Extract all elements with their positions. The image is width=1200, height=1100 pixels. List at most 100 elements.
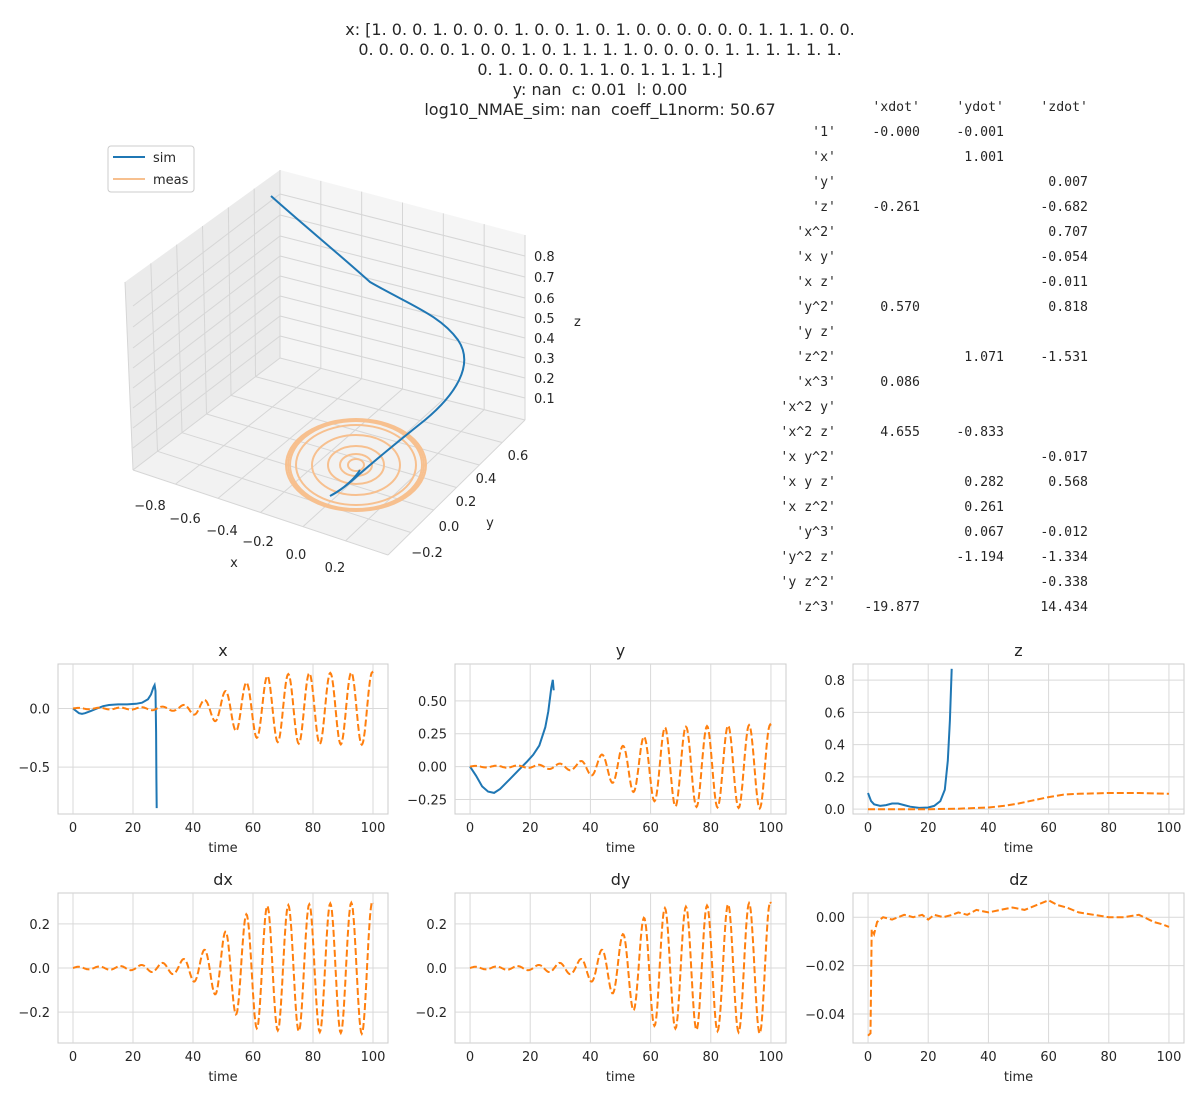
- subplot-z: 0 20 40 60 80 100 0.0 0.2 0.4 0.6 0.8 z time: [824, 641, 1185, 856]
- coef-column-header: 'xdot': [872, 100, 920, 115]
- x-tick-label: 20: [125, 821, 142, 836]
- x-axis-label: time: [208, 841, 237, 856]
- y-tick-label: 0.0: [824, 803, 845, 818]
- grid-line: [279, 335, 526, 399]
- y-axis-label: y: [486, 516, 494, 531]
- x-tick-label: 20: [125, 1050, 142, 1065]
- subplot-y: 0 20 40 60 80 100 −0.25 0.00 0.25 0.50 y time: [407, 641, 787, 856]
- grid-line: [227, 207, 232, 396]
- z-tick-label: 0.7: [534, 271, 555, 286]
- title-line: 0. 0. 0. 0. 0. 1. 0. 0. 1. 0. 1. 1. 1. 1…: [358, 40, 842, 59]
- coef-value: 1.071: [964, 350, 1004, 365]
- x-tick-label: 60: [642, 1050, 659, 1065]
- x-tick-label: 0: [69, 821, 77, 836]
- coef-term-label: 'x y': [796, 250, 836, 265]
- coef-term-label: 'z^3': [796, 600, 836, 615]
- grid-line: [279, 315, 526, 379]
- meas-trajectory-ring: [311, 434, 401, 496]
- grid-line: [132, 235, 281, 349]
- coef-value: -0.338: [1040, 575, 1088, 590]
- x-tick-label: 0: [466, 1050, 474, 1065]
- series-meas-line: [867, 899, 1170, 1037]
- y-tick-label: 0.50: [418, 695, 447, 710]
- title-line: y: nan c: 0.01 l: 0.00: [512, 80, 688, 99]
- x-tick-label: 0: [864, 1050, 872, 1065]
- subplot-title: dy: [611, 870, 631, 889]
- coef-value: -1.531: [1040, 350, 1088, 365]
- grid-line: [255, 376, 503, 443]
- x-tick-label: 80: [305, 821, 322, 836]
- coef-value: -0.017: [1040, 450, 1088, 465]
- y-tick-label: −0.2: [415, 1006, 447, 1021]
- y-tick-label: 0.0: [439, 520, 460, 535]
- coef-term-label: 'x^2 z': [780, 425, 836, 440]
- y-tick-label: −0.2: [18, 1006, 50, 1021]
- x-tick-label: 100: [361, 821, 386, 836]
- plot-3d: −0.8−0.6 −0.4 −0.2 0.0 0.2 x −0.2 0.0 0.2 0.4 0.6 y…: [107, 145, 581, 576]
- y-tick-label: −0.5: [18, 761, 50, 776]
- x-tick-label: −0.4: [206, 524, 238, 539]
- series-meas-line: [72, 899, 374, 1037]
- y-tick-label: −0.02: [805, 960, 845, 975]
- grid-line: [176, 244, 183, 433]
- x-axis-label: time: [606, 1070, 635, 1085]
- subplot-dz: 0 20 40 60 80 100 −0.04 −0.02 0.00 dz time: [805, 870, 1185, 1085]
- grid-line: [202, 225, 207, 415]
- coef-term-label: 'y^2 z': [780, 550, 836, 565]
- subplot-dy: 0 20 40 60 80 100 −0.2 0.0 0.2 dy time: [415, 870, 787, 1085]
- coef-term-label: 'x y z': [780, 475, 836, 490]
- x-tick-label: 80: [305, 1050, 322, 1065]
- plot-frame: [57, 663, 389, 815]
- subplot-dx: 0 20 40 60 80 100 −0.2 0.0 0.2 dx time: [18, 870, 389, 1085]
- subplot-title: x: [218, 641, 227, 660]
- x-tick-label: 80: [702, 821, 719, 836]
- grid-line: [132, 295, 281, 409]
- coef-term-label: 'y': [812, 175, 836, 190]
- x-tick-label: 20: [522, 821, 539, 836]
- coef-value: 0.007: [1048, 175, 1088, 190]
- x-tick-label: 80: [1100, 821, 1117, 836]
- coef-term-label: '1': [812, 125, 836, 140]
- grid-line: [387, 419, 526, 556]
- grid-line: [132, 193, 281, 307]
- series-sim-line: [72, 681, 158, 809]
- sim-trajectory: [270, 195, 466, 497]
- x-tick-label: 60: [245, 1050, 262, 1065]
- coef-term-label: 'y^3': [796, 525, 836, 540]
- x-tick-label: 40: [980, 821, 997, 836]
- y-tick-label: 0.6: [824, 706, 845, 721]
- meas-trajectory-ring: [289, 420, 423, 510]
- x-tick-label: 0.0: [286, 548, 307, 563]
- x-axis-label: time: [1004, 1070, 1033, 1085]
- coef-term-label: 'x y^2': [780, 450, 836, 465]
- meas-trajectory-ring: [295, 424, 417, 506]
- y-tick-label: 0.2: [426, 918, 447, 933]
- grid-line: [279, 214, 526, 278]
- coef-value: -0.833: [956, 425, 1004, 440]
- figure-title: x: [1. 0. 0. 1. 0. 0. 0. 1. 0. 0. 1. 0. …: [300, 20, 900, 120]
- legend: sim meas: [107, 145, 195, 193]
- coef-value: 14.434: [1040, 600, 1088, 615]
- grid-line: [132, 255, 281, 369]
- grid-line: [132, 335, 281, 449]
- coef-value: -1.194: [956, 550, 1004, 565]
- grid-line: [279, 357, 526, 421]
- z-tick-label: 0.3: [534, 352, 555, 367]
- subplot-title: dz: [1009, 870, 1028, 889]
- y-tick-label: 0.0: [426, 962, 447, 977]
- x-tick-label: 100: [1157, 821, 1182, 836]
- coef-term-label: 'y z^2': [780, 575, 836, 590]
- series-meas-line: [72, 670, 374, 747]
- coef-value: -19.877: [864, 600, 920, 615]
- grid-line: [132, 315, 281, 429]
- coef-term-label: 'x z^2': [780, 500, 836, 515]
- x-tick-label: 100: [759, 1050, 784, 1065]
- grid-line: [253, 188, 256, 377]
- x-tick-label: 80: [1100, 1050, 1117, 1065]
- coef-value: 0.261: [964, 500, 1004, 515]
- x-tick-label: 0.2: [325, 561, 346, 576]
- x-tick-label: 80: [702, 1050, 719, 1065]
- z-tick-label: 0.6: [534, 292, 555, 307]
- coef-value: 0.570: [880, 300, 920, 315]
- coef-value: 0.568: [1048, 475, 1088, 490]
